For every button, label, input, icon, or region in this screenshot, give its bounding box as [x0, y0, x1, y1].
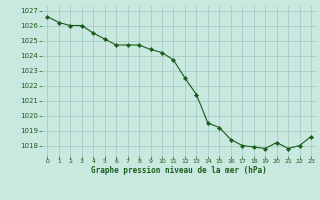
X-axis label: Graphe pression niveau de la mer (hPa): Graphe pression niveau de la mer (hPa) [91, 166, 267, 175]
